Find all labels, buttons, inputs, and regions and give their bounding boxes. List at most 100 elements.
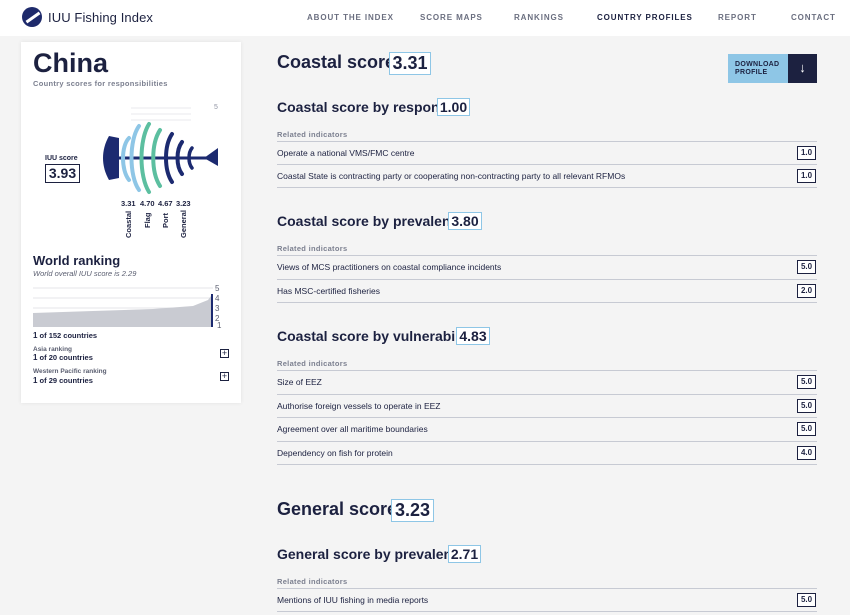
indicator-row: Authorise foreign vessels to operate in … <box>277 394 817 417</box>
indicator-value: 2.0 <box>797 284 816 298</box>
download-profile-button[interactable]: DOWNLOAD PROFILE ↓ <box>728 54 817 83</box>
asia-rank-number: 1 <box>33 353 38 362</box>
fish-tail-icon <box>204 148 218 166</box>
nav-country-profiles[interactable]: COUNTRY PROFILES <box>597 13 693 22</box>
globe-fish-logo-icon <box>22 7 42 27</box>
indicator-row: Mentions of IUU fishing in media reports… <box>277 588 817 611</box>
nav-score-maps[interactable]: SCORE MAPS <box>420 13 483 22</box>
fish-category-general: General <box>179 210 188 238</box>
nav-rankings[interactable]: RANKINGS <box>514 13 564 22</box>
asia-ranking-label: Asia ranking <box>33 346 73 353</box>
coastal-score-title: Coastal score <box>277 52 396 72</box>
general-score-value: 3.23 <box>391 499 434 522</box>
related-indicators-label: Related indicators <box>277 130 348 139</box>
western-pacific-ranking-label: Western Pacific ranking <box>33 368 107 375</box>
fish-scale-lines <box>131 107 191 121</box>
download-label-line-1: DOWNLOAD <box>735 61 780 68</box>
fish-head-icon <box>103 136 119 180</box>
indicator-row: Operate a national VMS/FMC centre 1.0 <box>277 141 817 164</box>
indicator-value: 5.0 <box>797 593 816 607</box>
related-indicators-label: Related indicators <box>277 359 348 368</box>
indicator-value: 5.0 <box>797 375 816 389</box>
divider <box>277 464 817 465</box>
site-logo[interactable]: IUU Fishing Index <box>22 7 153 27</box>
download-profile-label: DOWNLOAD PROFILE <box>735 61 779 77</box>
indicator-row: Views of MCS practitioners on coastal co… <box>277 255 817 278</box>
axis-tick-3: 3 <box>215 304 220 313</box>
fish-category-coastal: Coastal <box>124 210 133 238</box>
prevalence-score-value: 3.80 <box>448 212 482 230</box>
nav-about-the-index[interactable]: ABOUT THE INDEX <box>307 13 394 22</box>
vulnerability-section-title: Coastal score by vulnerability <box>277 328 476 344</box>
axis-tick-4: 4 <box>215 294 220 303</box>
divider <box>277 302 817 303</box>
general-prevalence-score-value: 2.71 <box>448 545 481 563</box>
indicator-value: 5.0 <box>797 422 816 436</box>
country-subtitle: Country scores for responsibilities <box>33 79 168 88</box>
fish-score-port: 4.67 <box>158 199 173 208</box>
fish-score-flag: 4.70 <box>140 199 155 208</box>
china-rank-marker <box>211 294 213 327</box>
world-rank-number: 1 <box>33 331 38 340</box>
vulnerability-score-value: 4.83 <box>456 327 490 345</box>
bone-5 <box>164 132 174 184</box>
indicator-name: Operate a national VMS/FMC centre <box>277 148 415 158</box>
divider <box>277 187 817 188</box>
western-pacific-rank: 1 of 29 countries <box>33 376 93 385</box>
bone-port <box>139 122 151 194</box>
bone-coastal <box>121 136 131 182</box>
western-pacific-rank-text: of 29 countries <box>39 376 93 385</box>
general-prevalence-section-title: General score by prevalence <box>277 546 468 562</box>
fish-category-flag: Flag <box>143 212 152 228</box>
logo-text: IUU Fishing Index <box>48 9 154 25</box>
indicator-row: Size of EEZ 5.0 <box>277 370 817 393</box>
expand-asia-ranking-button[interactable]: + <box>220 348 229 358</box>
fish-score-general: 3.23 <box>176 199 191 208</box>
world-ranking-distribution <box>33 294 213 327</box>
indicator-row: Agreement over all maritime boundaries 5… <box>277 417 817 440</box>
indicator-value: 5.0 <box>797 260 816 274</box>
indicator-name: Agreement over all maritime boundaries <box>277 424 428 434</box>
prevalence-section-title: Coastal score by prevalence <box>277 213 467 229</box>
axis-tick-5: 5 <box>215 284 220 293</box>
nav-report[interactable]: REPORT <box>718 13 757 22</box>
world-rank: 1 of 152 countries <box>33 331 97 340</box>
fish-score-coastal: 3.31 <box>121 199 136 208</box>
indicator-row: Dependency on fish for protein 4.0 <box>277 441 817 464</box>
divider <box>277 611 817 612</box>
indicator-name: Size of EEZ <box>277 377 322 387</box>
country-profile-card: China Country scores for responsibilitie… <box>21 42 241 403</box>
world-ranking-subtitle: World overall IUU score is 2.29 <box>33 269 137 278</box>
indicator-name: Has MSC-certified fisheries <box>277 286 380 296</box>
indicator-value: 1.0 <box>797 146 816 160</box>
general-score-title: General score <box>277 499 398 519</box>
country-name: China <box>33 48 109 78</box>
fish-score-chart: 5 <box>103 104 218 194</box>
world-rank-text: of 152 countries <box>39 331 98 340</box>
expand-western-pacific-ranking-button[interactable]: + <box>220 371 229 381</box>
download-arrow-icon: ↓ <box>788 54 817 83</box>
indicator-value: 5.0 <box>797 399 816 413</box>
asia-rank-text: of 20 countries <box>39 353 93 362</box>
nav-contact[interactable]: CONTACT <box>791 13 836 22</box>
western-pacific-rank-number: 1 <box>33 376 38 385</box>
bone-6 <box>175 140 184 176</box>
related-indicators-label: Related indicators <box>277 244 348 253</box>
fish-scale-max-label: 5 <box>214 104 218 111</box>
indicator-value: 1.0 <box>797 169 816 183</box>
asia-rank: 1 of 20 countries <box>33 353 93 362</box>
download-label-line-2: PROFILE <box>735 69 768 76</box>
related-indicators-label: Related indicators <box>277 577 348 586</box>
iuu-score-label: IUU score <box>45 155 78 162</box>
indicator-name: Dependency on fish for protein <box>277 448 393 458</box>
indicator-name: Coastal State is contracting party or co… <box>277 171 626 181</box>
bone-7 <box>187 146 194 170</box>
world-ranking-chart: 5 4 3 2 1 <box>33 284 222 328</box>
indicator-name: Authorise foreign vessels to operate in … <box>277 401 441 411</box>
indicator-name: Views of MCS practitioners on coastal co… <box>277 262 502 272</box>
indicator-row: Coastal State is contracting party or co… <box>277 164 817 187</box>
response-section-title: Coastal score by response <box>277 99 456 115</box>
response-score-value: 1.00 <box>437 98 470 116</box>
top-navigation-bar: IUU Fishing Index ABOUT THE INDEX SCORE … <box>0 0 850 36</box>
iuu-score-value: 3.93 <box>45 164 80 183</box>
